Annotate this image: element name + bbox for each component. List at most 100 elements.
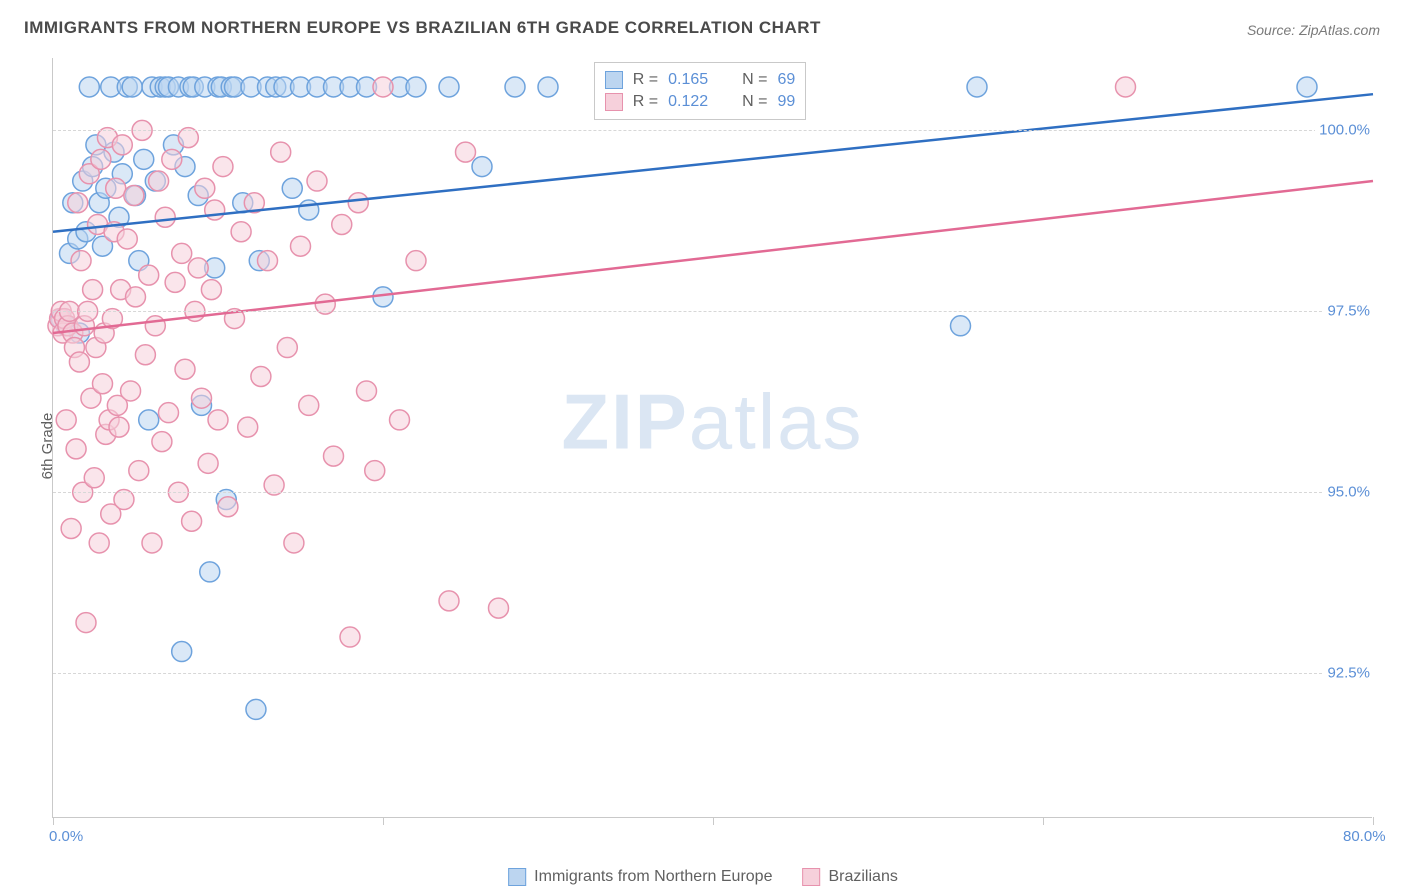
scatter-point: [117, 229, 137, 249]
scatter-point: [124, 186, 144, 206]
scatter-point: [277, 338, 297, 358]
scatter-point: [246, 699, 266, 719]
legend-item-1: Immigrants from Northern Europe: [508, 868, 772, 886]
scatter-point: [218, 497, 238, 517]
r-prefix-1: R =: [633, 71, 658, 89]
scatter-point: [192, 388, 212, 408]
y-tick-label: 92.5%: [1323, 665, 1374, 682]
scatter-point: [155, 207, 175, 227]
scatter-point: [56, 410, 76, 430]
r-prefix-2: R =: [633, 93, 658, 111]
scatter-point: [139, 410, 159, 430]
scatter-point: [172, 642, 192, 662]
scatter-point: [76, 613, 96, 633]
scatter-point: [951, 316, 971, 336]
scatter-point: [208, 410, 228, 430]
scatter-point: [967, 77, 987, 97]
r-value-2: 0.122: [668, 93, 708, 111]
scatter-point: [238, 417, 258, 437]
scatter-point: [489, 598, 509, 618]
swatch-series-2: [605, 93, 623, 111]
scatter-point: [109, 417, 129, 437]
scatter-point: [126, 287, 146, 307]
n-value-1: 69: [778, 71, 796, 89]
scatter-point: [198, 453, 218, 473]
scatter-point: [439, 77, 459, 97]
scatter-point: [357, 381, 377, 401]
n-prefix-2: N =: [742, 93, 767, 111]
scatter-point: [332, 214, 352, 234]
scatter-point: [505, 77, 525, 97]
scatter-point: [373, 77, 393, 97]
correlation-row-1: R = 0.165 N = 69: [605, 69, 796, 91]
scatter-point: [89, 533, 109, 553]
scatter-point: [165, 272, 185, 292]
scatter-point: [538, 77, 558, 97]
scatter-point: [200, 562, 220, 582]
swatch-series-1: [605, 71, 623, 89]
scatter-point: [61, 518, 81, 538]
scatter-point: [69, 352, 89, 372]
scatter-point: [149, 171, 169, 191]
scatter-point: [122, 77, 142, 97]
correlation-legend: R = 0.165 N = 69 R = 0.122 N = 99: [594, 62, 807, 120]
scatter-point: [231, 222, 251, 242]
chart-title: IMMIGRANTS FROM NORTHERN EUROPE VS BRAZI…: [24, 18, 821, 38]
n-prefix-1: N =: [742, 71, 767, 89]
swatch-bottom-1: [508, 868, 526, 886]
scatter-point: [213, 157, 233, 177]
scatter-point: [172, 243, 192, 263]
scatter-point: [175, 359, 195, 379]
scatter-point: [472, 157, 492, 177]
x-tick: [53, 817, 54, 825]
scatter-point: [71, 251, 91, 271]
scatter-point: [205, 200, 225, 220]
scatter-point: [406, 251, 426, 271]
scatter-point: [258, 251, 278, 271]
scatter-point: [456, 142, 476, 162]
y-tick-label: 100.0%: [1315, 122, 1374, 139]
scatter-point: [145, 316, 165, 336]
scatter-point: [134, 149, 154, 169]
scatter-point: [68, 193, 88, 213]
scatter-point: [159, 403, 179, 423]
scatter-point: [112, 135, 132, 155]
scatter-point: [271, 142, 291, 162]
scatter-point: [182, 511, 202, 531]
r-value-1: 0.165: [668, 71, 708, 89]
x-tick: [713, 817, 714, 825]
correlation-row-2: R = 0.122 N = 99: [605, 91, 796, 113]
x-tick-label: 80.0%: [1343, 828, 1386, 845]
scatter-point: [188, 258, 208, 278]
scatter-point: [284, 533, 304, 553]
scatter-point: [106, 178, 126, 198]
x-tick: [383, 817, 384, 825]
scatter-point: [307, 171, 327, 191]
gridline: [53, 673, 1372, 674]
x-tick: [1043, 817, 1044, 825]
scatter-point: [152, 432, 172, 452]
legend-item-2: Brazilians: [802, 868, 897, 886]
scatter-point: [162, 149, 182, 169]
scatter-point: [91, 149, 111, 169]
source-attribution: Source: ZipAtlas.com: [1247, 22, 1380, 38]
scatter-point: [135, 345, 155, 365]
scatter-point: [365, 461, 385, 481]
scatter-point: [121, 381, 141, 401]
scatter-point: [299, 200, 319, 220]
scatter-point: [84, 468, 104, 488]
bottom-legend: Immigrants from Northern Europe Brazilia…: [508, 868, 898, 886]
scatter-point: [439, 591, 459, 611]
y-tick-label: 95.0%: [1323, 484, 1374, 501]
scatter-point: [129, 461, 149, 481]
n-value-2: 99: [778, 93, 796, 111]
scatter-point: [340, 627, 360, 647]
gridline: [53, 130, 1372, 131]
scatter-point: [139, 265, 159, 285]
legend-label-2: Brazilians: [828, 868, 897, 886]
scatter-point: [79, 77, 99, 97]
scatter-point: [324, 446, 344, 466]
scatter-point: [251, 366, 271, 386]
scatter-point: [83, 280, 103, 300]
swatch-bottom-2: [802, 868, 820, 886]
